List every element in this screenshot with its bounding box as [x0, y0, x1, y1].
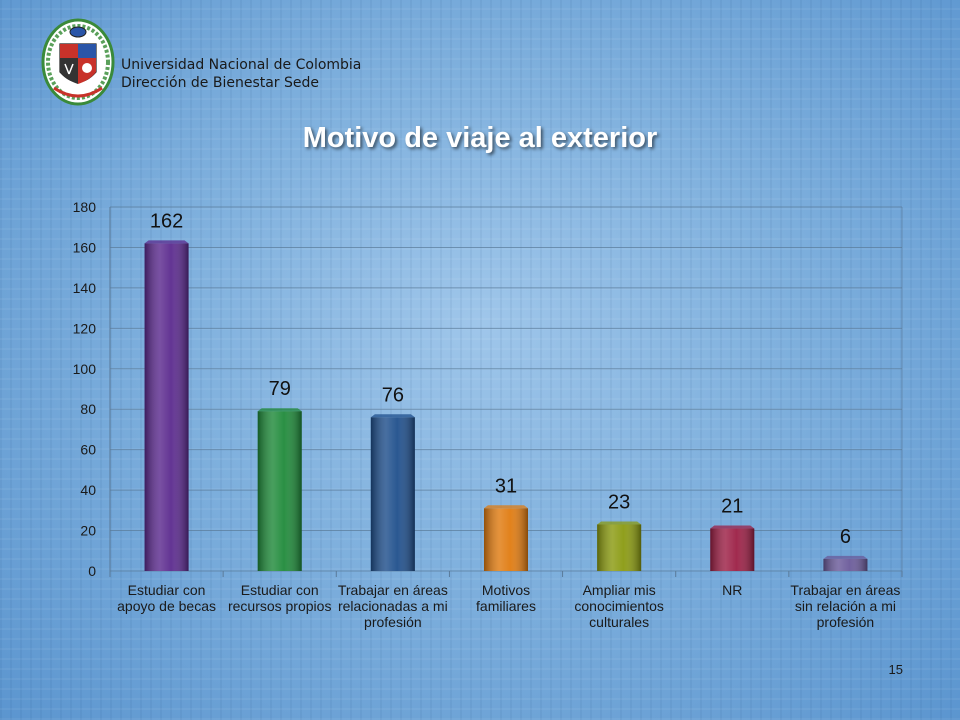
y-tick-label: 100: [73, 361, 97, 377]
bar-shading: [370, 417, 415, 571]
data-labels: 162 79 76 31 23 21 6: [150, 210, 851, 547]
bar: [257, 408, 302, 571]
bar-top: [823, 555, 868, 559]
data-label: 6: [840, 526, 851, 548]
bar-shading: [597, 524, 642, 571]
y-tick-label: 20: [80, 523, 96, 539]
bar-shading: [823, 558, 868, 571]
institution-header: Universidad Nacional de Colombia Direcci…: [121, 56, 361, 92]
bar: [484, 505, 528, 571]
bar-top: [597, 521, 642, 525]
bar-top: [484, 505, 528, 509]
bar: [597, 521, 642, 571]
bar-top: [710, 525, 755, 529]
data-label: 21: [721, 496, 743, 518]
y-tick-label: 180: [73, 199, 97, 215]
y-tick-label: 120: [73, 320, 97, 336]
bar: [823, 555, 868, 571]
y-axis: 0 20 40 60 80 100 120 140 160 180: [73, 199, 903, 579]
bar-shading: [710, 528, 755, 571]
bar-top: [370, 414, 415, 418]
data-label: 79: [269, 378, 291, 400]
y-tick-label: 80: [80, 401, 96, 417]
bar-shading: [484, 508, 528, 571]
y-tick-label: 60: [80, 442, 96, 458]
bar-shading: [257, 411, 302, 571]
x-category-label: Trabajar en áreas relacionadas a mi prof…: [337, 582, 448, 630]
y-tick-label: 40: [80, 482, 96, 498]
data-label: 23: [608, 491, 630, 513]
bar-top: [144, 240, 189, 244]
bar-top: [257, 408, 302, 412]
data-label: 162: [150, 210, 183, 232]
bars: [144, 240, 868, 571]
data-label: 76: [382, 384, 404, 406]
x-category-label: Trabajar en áreas sin relación a mi prof…: [790, 582, 901, 630]
bar: [710, 525, 755, 571]
y-tick-label: 0: [88, 563, 96, 579]
department-name: Dirección de Bienestar Sede: [121, 75, 320, 91]
bar: [144, 240, 189, 571]
x-category-label: Estudiar con recursos propios: [227, 582, 332, 614]
x-category-label: Motivos familiares: [476, 582, 536, 614]
page-number: 15: [888, 662, 903, 677]
chart-title: Motivo de viaje al exterior: [302, 122, 658, 154]
y-tick-label: 160: [73, 239, 97, 255]
x-category-label: Estudiar con apoyo de becas: [117, 582, 216, 614]
y-tick-label: 140: [73, 280, 97, 296]
data-label: 31: [495, 475, 517, 497]
x-category-label: NR: [722, 582, 743, 598]
bar: [370, 414, 415, 571]
university-seal-logo: [41, 18, 115, 106]
bar-shading: [144, 243, 189, 571]
university-name: Universidad Nacional de Colombia: [121, 57, 362, 73]
x-category-label: Ampliar mis conocimientos culturales: [574, 582, 664, 630]
